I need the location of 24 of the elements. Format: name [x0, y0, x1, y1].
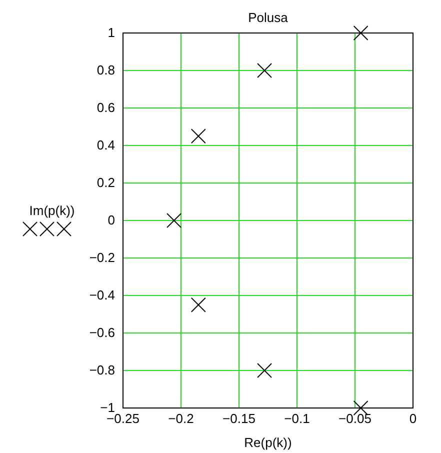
y-axis-title: Im(p(k)) — [29, 203, 75, 218]
point — [353, 26, 368, 40]
y-tick-label: −0.4 — [89, 288, 115, 303]
chart-title: Polusa — [248, 10, 289, 25]
x-axis-title: Re(p(k)) — [244, 435, 292, 450]
point — [257, 63, 272, 78]
y-tick-label: −0.2 — [89, 250, 115, 266]
y-tick-label: 0.2 — [96, 175, 115, 190]
point — [166, 213, 182, 228]
y-tick-label: 0.8 — [96, 62, 115, 78]
x-tick-label: −0.2 — [168, 411, 194, 426]
y-tick-label: 1 — [108, 25, 115, 40]
point — [190, 128, 206, 144]
point — [257, 363, 272, 378]
x-tick-label: 0 — [409, 411, 417, 426]
x-tick-label: −0.1 — [284, 411, 310, 426]
y-tick-label: 0 — [108, 212, 115, 228]
x-tick-label: −0.05 — [338, 411, 372, 426]
x-tick-label: −0.15 — [222, 411, 256, 426]
y-tick-label: −0.6 — [89, 325, 115, 340]
y-tick-label: −0.8 — [89, 362, 115, 378]
y-tick-label: 0.6 — [96, 100, 115, 116]
y-tick-label: 0.4 — [96, 138, 115, 153]
point — [190, 297, 206, 312]
